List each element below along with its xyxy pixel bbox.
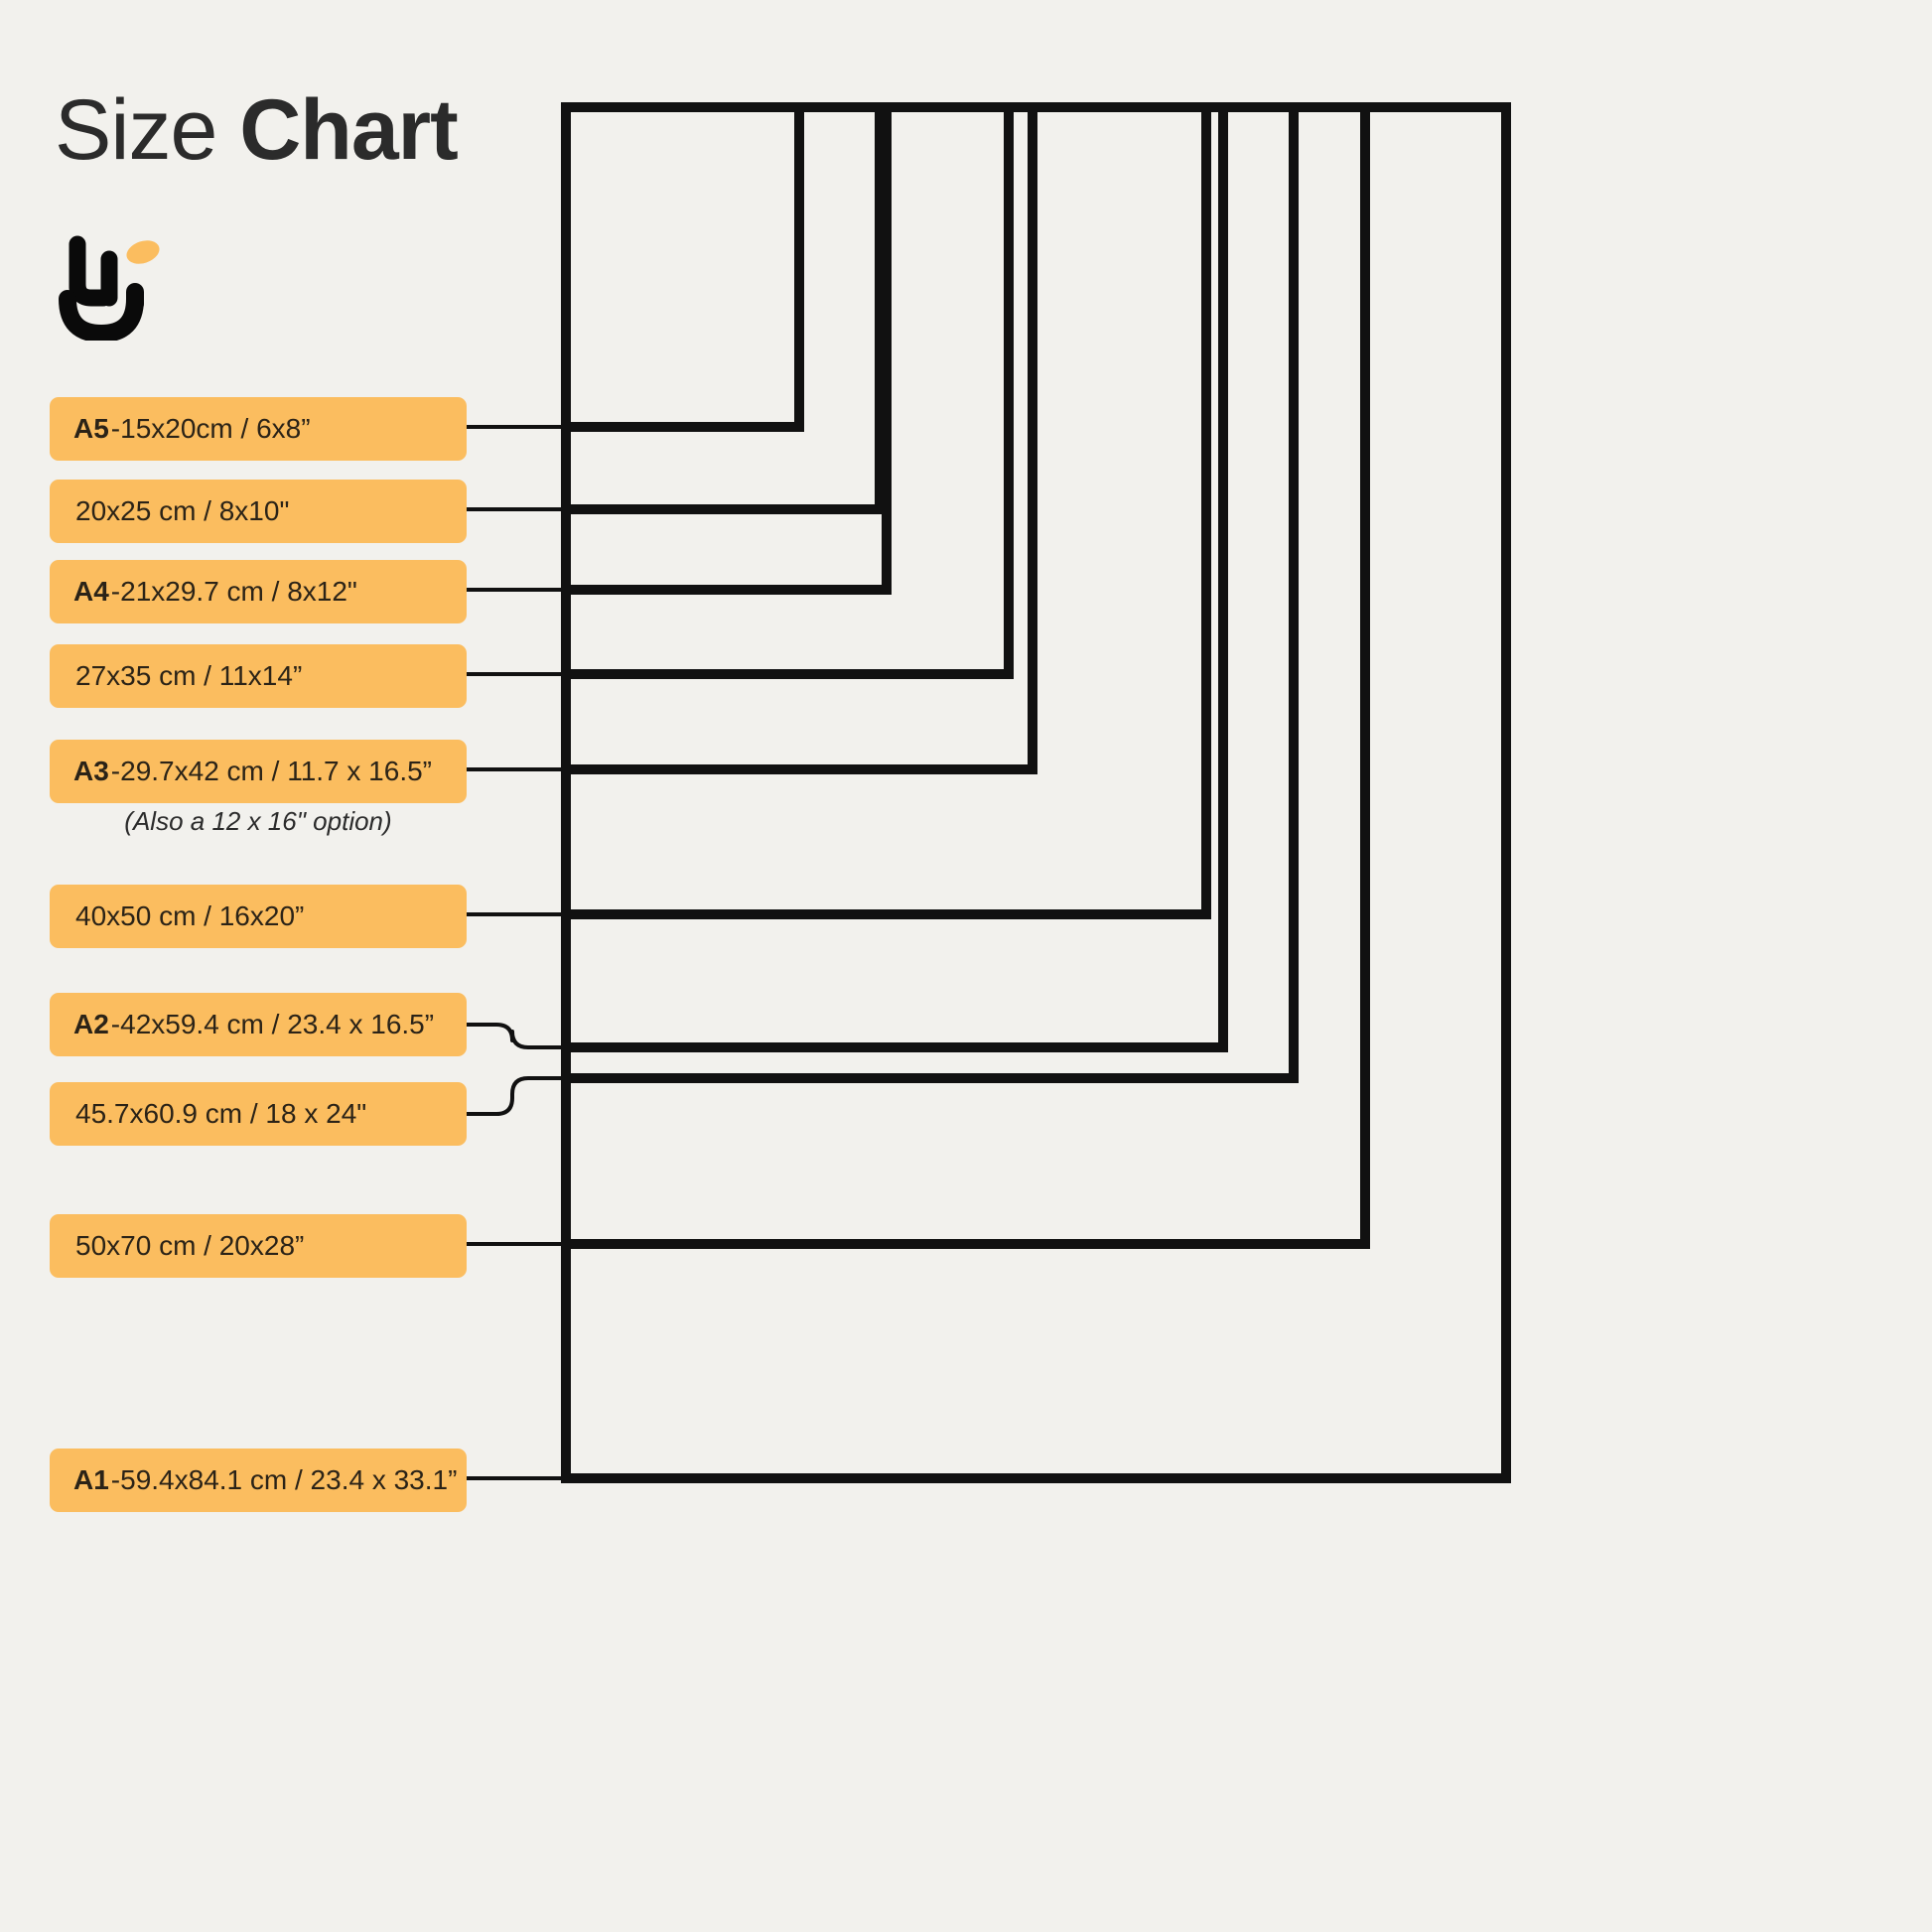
size-sep: - xyxy=(110,1009,121,1039)
page-title-bold: Chart xyxy=(239,82,459,178)
size-text: 20x25 cm / 8x10" xyxy=(75,495,290,526)
size-code: A1 xyxy=(73,1464,109,1495)
size-label-a5[interactable]: A5 - 15x20cm / 6x8” xyxy=(50,397,467,461)
a3-extra-option-note: (Also a 12 x 16" option) xyxy=(124,806,392,836)
page-title: Size Chart xyxy=(55,87,459,173)
size-code: A4 xyxy=(73,576,109,607)
rect-a4 xyxy=(561,102,892,595)
size-label-20x25[interactable]: 20x25 cm / 8x10" xyxy=(50,480,467,543)
size-label-50x70[interactable]: 50x70 cm / 20x28” xyxy=(50,1214,467,1278)
size-text: 42x59.4 cm / 23.4 x 16.5” xyxy=(120,1009,435,1039)
size-text: 50x70 cm / 20x28” xyxy=(75,1230,305,1261)
size-label-45x60[interactable]: 45.7x60.9 cm / 18 x 24" xyxy=(50,1082,467,1146)
leader-45x60 xyxy=(467,1076,571,1116)
size-label-27x35[interactable]: 27x35 cm / 11x14” xyxy=(50,644,467,708)
rect-a5 xyxy=(561,102,804,432)
size-text: 29.7x42 cm / 11.7 x 16.5” xyxy=(120,756,433,786)
size-text: 15x20cm / 6x8” xyxy=(120,413,311,444)
size-text: 21x29.7 cm / 8x12" xyxy=(120,576,357,607)
size-text: 59.4x84.1 cm / 23.4 x 33.1” xyxy=(120,1464,458,1495)
size-text: 45.7x60.9 cm / 18 x 24" xyxy=(75,1098,367,1129)
size-label-a1[interactable]: A1 - 59.4x84.1 cm / 23.4 x 33.1” xyxy=(50,1449,467,1512)
size-label-a2[interactable]: A2 - 42x59.4 cm / 23.4 x 16.5” xyxy=(50,993,467,1056)
size-label-a4[interactable]: A4 - 21x29.7 cm / 8x12" xyxy=(50,560,467,623)
size-code: A3 xyxy=(73,756,109,786)
size-label-a3[interactable]: A3 - 29.7x42 cm / 11.7 x 16.5” xyxy=(50,740,467,803)
size-sep: - xyxy=(110,1464,121,1495)
size-text: 40x50 cm / 16x20” xyxy=(75,900,305,931)
size-sep: - xyxy=(110,413,121,444)
rect-a2 xyxy=(561,102,1228,1052)
leader-a2 xyxy=(467,1023,571,1049)
rect-20x25 xyxy=(561,102,885,514)
page-title-light: Size xyxy=(55,82,240,178)
size-sep: - xyxy=(110,756,121,786)
size-text: 27x35 cm / 11x14” xyxy=(75,660,303,691)
size-code: A5 xyxy=(73,413,109,444)
size-label-40x50[interactable]: 40x50 cm / 16x20” xyxy=(50,885,467,948)
size-sep: - xyxy=(110,576,121,607)
rect-a1 xyxy=(561,102,1511,1483)
logo-dot xyxy=(126,240,160,264)
size-code: A2 xyxy=(73,1009,109,1039)
hu-smile-logo xyxy=(58,226,172,344)
